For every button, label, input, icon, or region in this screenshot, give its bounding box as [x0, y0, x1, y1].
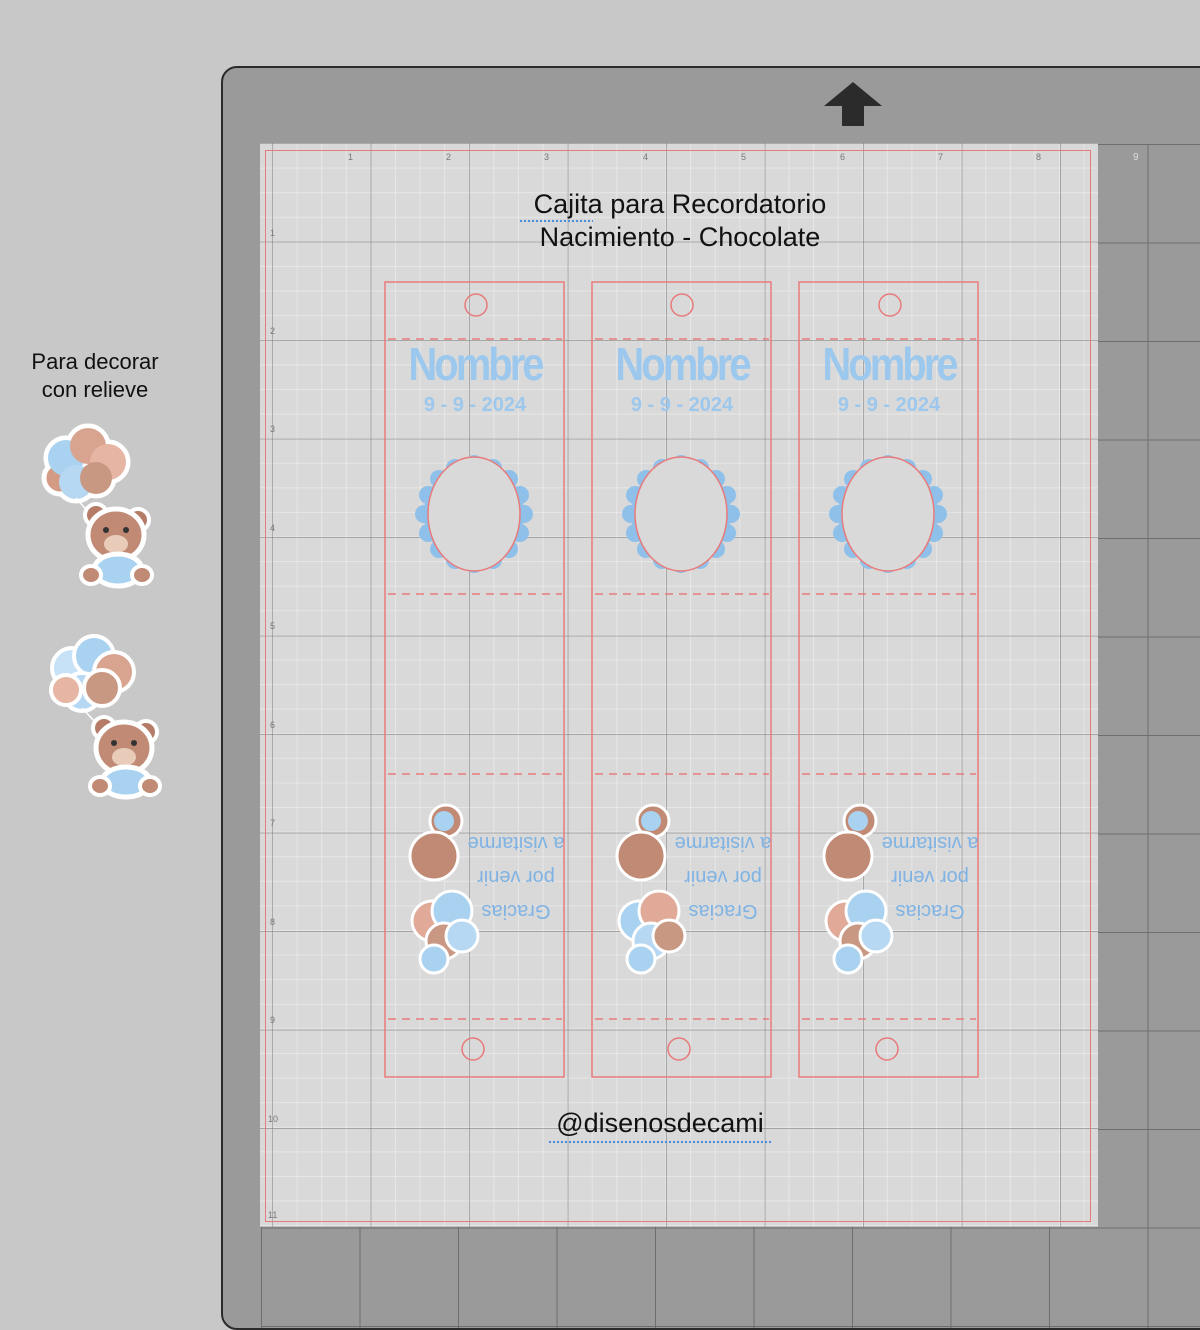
load-arrow-icon[interactable] — [822, 80, 884, 128]
ruler-left-label: 9 — [270, 1015, 276, 1025]
ruler-top-label: 1 — [348, 152, 354, 162]
ruler-left-label: 2 — [270, 326, 276, 336]
tag-thanks-line3: a visitarme — [674, 832, 772, 854]
tag-name: Nombre — [408, 339, 544, 391]
ruler-left-label: 1 — [270, 228, 276, 238]
design-title-line1: Cajita para Recordatorio — [533, 189, 827, 219]
tag-thanks-text: Gracias por venir a visitarme — [880, 826, 980, 928]
ruler-left-label: 4 — [270, 523, 276, 533]
teddy-bear-balloons-icon[interactable] — [36, 420, 166, 590]
tag-thanks-line3: a visitarme — [467, 832, 565, 854]
design-title[interactable]: Cajita para Recordatorio Nacimiento - Ch… — [460, 188, 900, 254]
design-sheet[interactable] — [260, 143, 1098, 1227]
scalloped-frame — [829, 455, 947, 573]
sheet-cut-border — [265, 150, 1091, 1222]
ruler-left-label: 3 — [270, 424, 276, 434]
ruler-top-label: 5 — [741, 152, 747, 162]
ruler-left-label: 10 — [268, 1114, 279, 1124]
tag-cut-outline — [591, 281, 772, 1078]
side-caption: Para decorar con relieve — [10, 348, 180, 404]
tag-date: 9 - 9 - 2024 — [423, 394, 527, 416]
tag-name: Nombre — [615, 339, 751, 391]
tag-card[interactable]: Nombre 9 - 9 - 2024 Gracias por venir a … — [798, 281, 980, 1078]
tag-thanks-text: Gracias por venir a visitarme — [466, 826, 566, 928]
tag-date: 9 - 9 - 2024 — [630, 394, 734, 416]
ruler-left-label: 6 — [270, 720, 276, 730]
tag-name: Nombre — [822, 339, 958, 391]
tag-thanks-line2: por venir — [477, 866, 555, 888]
scalloped-frame — [622, 455, 740, 573]
tag-cut-outline — [384, 281, 565, 1078]
tag-thanks-text: Gracias por venir a visitarme — [673, 826, 773, 928]
tag-cut-outline — [798, 281, 979, 1078]
tag-thanks-line2: por venir — [684, 866, 762, 888]
tag-thanks-line1: Gracias — [688, 900, 758, 922]
side-caption-line1: Para decorar — [31, 349, 159, 374]
ruler-left-label: 11 — [268, 1210, 278, 1220]
tag-date: 9 - 9 - 2024 — [837, 394, 941, 416]
ruler-top-label: 8 — [1036, 152, 1042, 162]
ruler-left-label: 7 — [270, 818, 276, 828]
tag-thanks-line3: a visitarme — [881, 832, 979, 854]
spellcheck-underline — [548, 1140, 772, 1144]
watermark-handle[interactable]: @disenosdecami — [556, 1108, 764, 1138]
ruler-left-label: 5 — [270, 621, 276, 631]
spellcheck-underline — [519, 219, 593, 223]
scalloped-frame — [415, 455, 533, 573]
teddy-bear-balloons-icon[interactable] — [42, 630, 172, 800]
ruler-left-label: 8 — [270, 917, 276, 927]
tag-thanks-line1: Gracias — [481, 900, 551, 922]
design-title-line2: Nacimiento - Chocolate — [539, 222, 821, 252]
tag-card[interactable]: Nombre 9 - 9 - 2024 Gracias por venir a … — [384, 281, 566, 1078]
tag-card[interactable]: Nombre 9 - 9 - 2024 Gracias por venir a … — [591, 281, 773, 1078]
side-caption-line2: con relieve — [41, 377, 149, 402]
ruler-top-label: 4 — [643, 152, 649, 162]
mat-ruler-label: 9 — [1133, 152, 1139, 163]
bear-balloons-art — [822, 803, 894, 975]
bear-balloons-art — [615, 803, 687, 975]
bear-balloons-art — [408, 803, 480, 975]
tag-thanks-line2: por venir — [891, 866, 969, 888]
ruler-top-label: 6 — [840, 152, 846, 162]
ruler-top-label: 7 — [938, 152, 944, 162]
ruler-top-label: 2 — [446, 152, 452, 162]
ruler-top-label: 3 — [544, 152, 550, 162]
tag-thanks-line1: Gracias — [895, 900, 965, 922]
